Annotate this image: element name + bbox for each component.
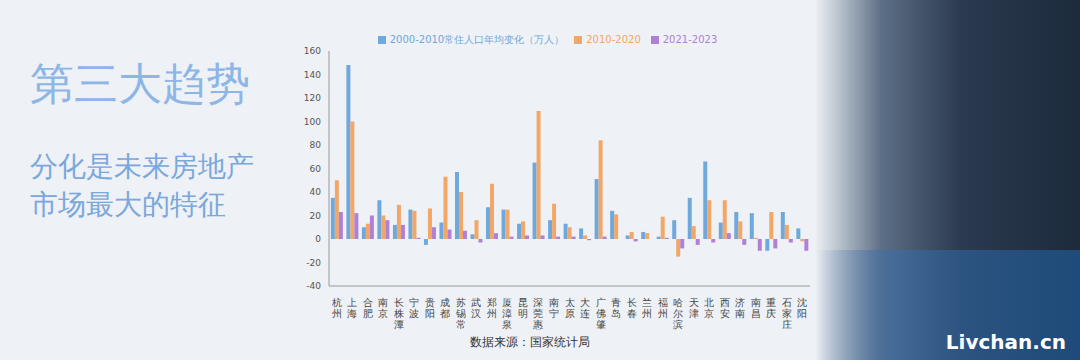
svg-text:成: 成 xyxy=(440,297,450,308)
svg-text:160: 160 xyxy=(304,46,321,56)
svg-text:大: 大 xyxy=(580,297,590,308)
svg-text:厦: 厦 xyxy=(502,297,512,308)
svg-text:明: 明 xyxy=(518,308,528,319)
svg-text:莞: 莞 xyxy=(533,308,543,319)
svg-text:南: 南 xyxy=(549,297,559,308)
svg-text:20: 20 xyxy=(310,211,322,221)
svg-text:40: 40 xyxy=(310,187,322,197)
svg-text:株: 株 xyxy=(393,308,404,319)
svg-text:安: 安 xyxy=(720,308,730,319)
svg-text:州: 州 xyxy=(658,308,668,319)
svg-text:京: 京 xyxy=(378,308,388,319)
svg-text:锡: 锡 xyxy=(455,308,466,319)
svg-text:南: 南 xyxy=(378,297,388,308)
svg-text:兰: 兰 xyxy=(642,297,652,308)
svg-text:-20: -20 xyxy=(306,258,321,268)
svg-text:100: 100 xyxy=(304,117,321,127)
svg-text:昌: 昌 xyxy=(751,308,761,319)
svg-text:沈: 沈 xyxy=(797,297,807,308)
svg-text:汉: 汉 xyxy=(471,308,481,319)
html-text:Livchan.cn: Livchan.cn xyxy=(945,330,1066,354)
svg-text:州: 州 xyxy=(487,308,497,319)
svg-text:0: 0 xyxy=(315,234,321,244)
svg-text:天: 天 xyxy=(689,297,699,308)
html-text:2000-2010常住人口年均变化（万人）: 2000-2010常住人口年均变化（万人） xyxy=(389,34,565,45)
svg-text:石: 石 xyxy=(782,297,792,308)
svg-text:武: 武 xyxy=(471,297,481,308)
svg-text:太: 太 xyxy=(565,297,575,308)
svg-text:连: 连 xyxy=(580,308,590,319)
svg-text:惠: 惠 xyxy=(532,319,543,330)
svg-text:京: 京 xyxy=(704,308,714,319)
svg-text:重: 重 xyxy=(766,297,776,308)
svg-text:西: 西 xyxy=(720,297,730,308)
svg-text:昆: 昆 xyxy=(518,297,528,308)
html-text:2021-2023: 2021-2023 xyxy=(662,34,718,45)
svg-text:波: 波 xyxy=(409,308,419,319)
svg-text:青: 青 xyxy=(611,297,621,308)
svg-text:宁: 宁 xyxy=(409,297,419,308)
svg-text:-40: -40 xyxy=(306,281,321,291)
svg-text:哈: 哈 xyxy=(673,297,683,308)
svg-text:苏: 苏 xyxy=(456,297,466,308)
html-text:2010-2020: 2010-2020 xyxy=(586,34,641,45)
svg-text:120: 120 xyxy=(304,93,321,103)
svg-text:深: 深 xyxy=(533,297,543,308)
svg-text:80: 80 xyxy=(310,140,322,150)
svg-text:州: 州 xyxy=(642,308,652,319)
svg-text:阳: 阳 xyxy=(797,308,807,319)
svg-text:长: 长 xyxy=(394,297,404,308)
svg-text:肇: 肇 xyxy=(596,319,606,330)
svg-text:北: 北 xyxy=(704,297,714,308)
svg-text:佛: 佛 xyxy=(596,308,606,319)
svg-text:南: 南 xyxy=(735,308,745,319)
svg-text:上: 上 xyxy=(347,297,357,308)
svg-text:家: 家 xyxy=(782,308,792,319)
svg-text:春: 春 xyxy=(627,308,637,319)
svg-text:海: 海 xyxy=(347,308,357,319)
svg-text:广: 广 xyxy=(596,297,606,308)
svg-text:漳: 漳 xyxy=(502,308,512,319)
svg-text:贵: 贵 xyxy=(425,297,435,308)
svg-text:原: 原 xyxy=(565,308,575,319)
svg-text:滨: 滨 xyxy=(673,319,683,330)
html-text:数据来源：国家统计局: 数据来源：国家统计局 xyxy=(470,335,590,349)
svg-text:合: 合 xyxy=(363,297,373,308)
svg-text:州: 州 xyxy=(332,308,342,319)
svg-text:潭: 潭 xyxy=(394,319,404,330)
svg-text:岛: 岛 xyxy=(611,308,621,319)
svg-text:郑: 郑 xyxy=(487,297,497,308)
svg-text:都: 都 xyxy=(440,308,450,319)
svg-text:尔: 尔 xyxy=(673,308,683,319)
svg-text:福: 福 xyxy=(658,297,668,308)
svg-text:庄: 庄 xyxy=(782,319,792,330)
svg-text:庆: 庆 xyxy=(766,308,776,319)
svg-text:肥: 肥 xyxy=(363,308,373,319)
html-text:分化是未来房地产市场最大的特征: 分化是未来房地产市场最大的特征 xyxy=(30,150,254,221)
svg-text:长: 长 xyxy=(627,297,637,308)
html-text:第三大趋势: 第三大趋势 xyxy=(30,58,250,109)
svg-text:阳: 阳 xyxy=(425,308,435,319)
svg-text:杭: 杭 xyxy=(331,297,342,308)
svg-text:津: 津 xyxy=(689,308,699,319)
svg-text:泉: 泉 xyxy=(502,319,512,330)
svg-text:宁: 宁 xyxy=(549,308,559,319)
svg-text:南: 南 xyxy=(751,297,761,308)
svg-text:60: 60 xyxy=(310,164,322,174)
svg-text:140: 140 xyxy=(304,70,321,80)
svg-text:济: 济 xyxy=(735,297,745,308)
svg-text:常: 常 xyxy=(456,319,466,330)
